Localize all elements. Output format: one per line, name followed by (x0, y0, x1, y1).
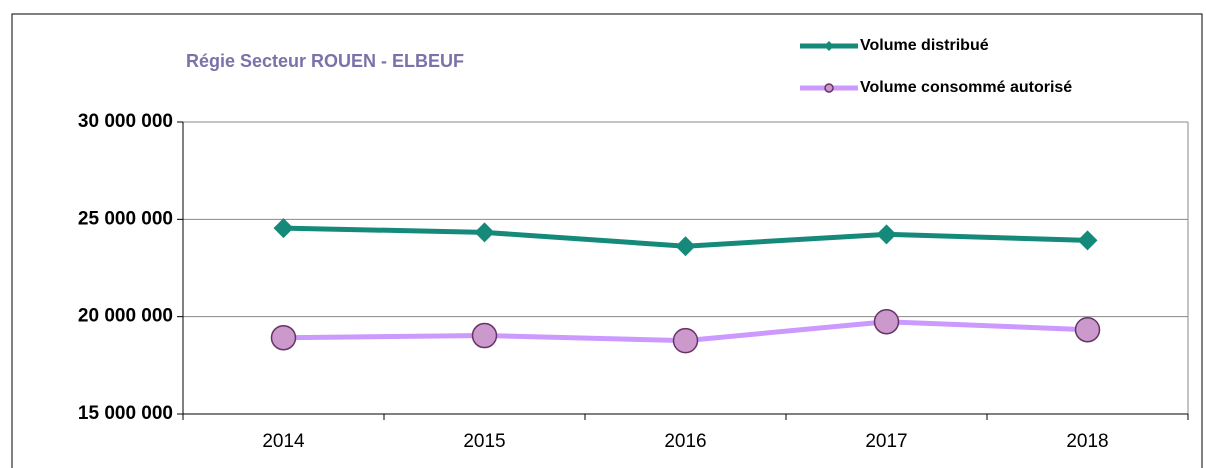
marker (1074, 316, 1101, 343)
marker (471, 322, 498, 349)
marker (672, 327, 699, 354)
marker (273, 218, 294, 239)
marker (876, 224, 897, 245)
marker (270, 324, 297, 351)
marker (873, 308, 900, 335)
marker (675, 236, 696, 257)
x-tick-label: 2015 (463, 431, 505, 452)
x-tick-label: 2016 (664, 431, 706, 452)
marker (824, 83, 834, 93)
legend-label: Volume distribué (860, 37, 989, 54)
y-tick-label: 20 000 000 (78, 306, 173, 327)
marker (824, 41, 834, 51)
y-tick-label: 30 000 000 (78, 111, 173, 132)
x-tick-label: 2017 (865, 431, 907, 452)
marker (1077, 230, 1098, 251)
y-tick-label: 25 000 000 (78, 208, 173, 229)
x-tick-label: 2018 (1066, 431, 1108, 452)
x-tick-label: 2014 (262, 431, 305, 452)
legend-label: Volume consommé autorisé (860, 79, 1072, 96)
chart-title: Régie Secteur ROUEN - ELBEUF (186, 51, 464, 71)
marker (474, 222, 495, 243)
y-tick-label: 15 000 000 (78, 403, 173, 424)
